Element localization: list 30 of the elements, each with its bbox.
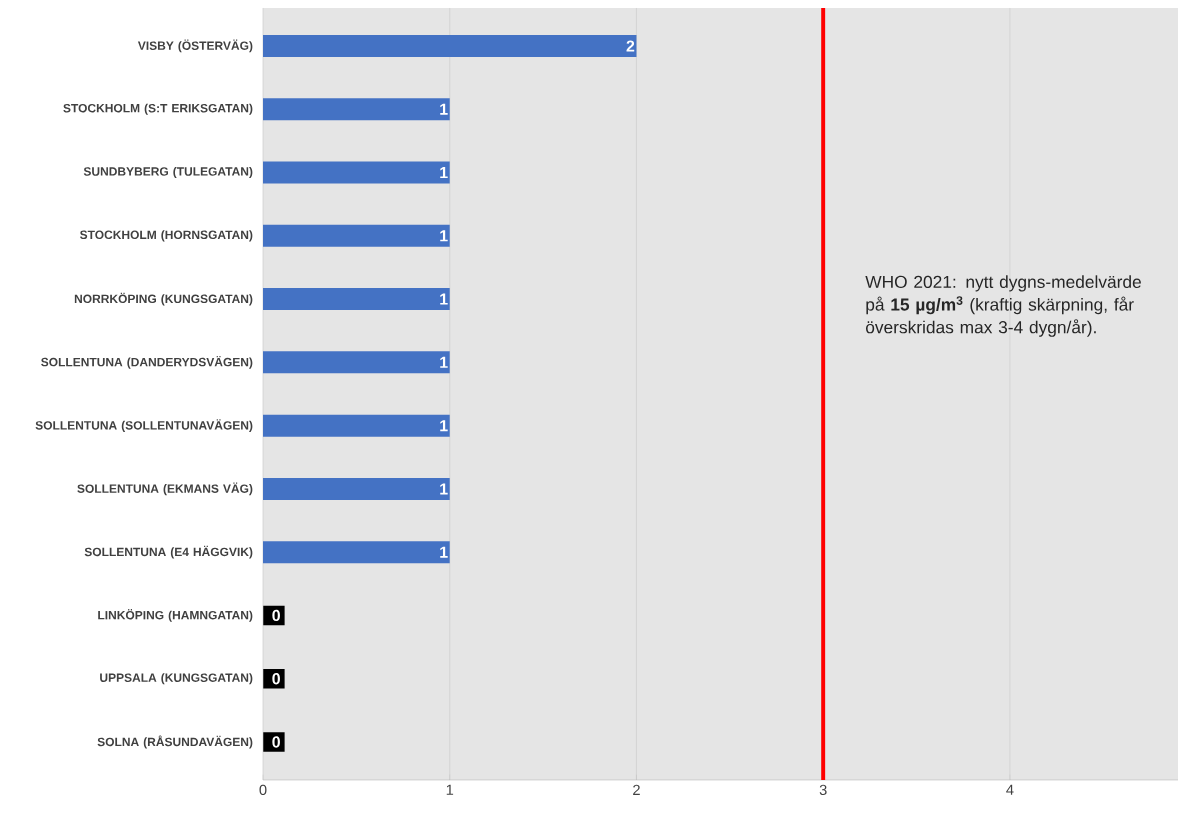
y-tick-label: SOLLENTUNA (EKMANS VÄG)	[77, 482, 253, 496]
y-tick-label: LINKÖPING (HAMNGATAN)	[98, 609, 253, 622]
data-label: 0	[272, 736, 280, 748]
data-label: 1	[440, 103, 448, 115]
data-label: 1	[440, 230, 448, 242]
y-tick-label: SOLNA (RÅSUNDAVÄGEN)	[97, 735, 253, 749]
x-tick-label: 2	[633, 784, 640, 795]
y-tick-label: SUNDBYBERG (TULEGATAN)	[83, 166, 253, 179]
x-tick-label: 3	[819, 784, 827, 796]
x-tick-label: 4	[1006, 784, 1014, 795]
data-label: 1	[440, 356, 448, 368]
text: WHO 2021: nytt dygns-medelvärde på 15 µg/m$^{3}$ (kraftig skärpning, får överskridas max 3-4 dygn/år).	[865, 275, 1141, 337]
y-tick-label: SOLLENTUNA (SOLLENTUNAVÄGEN)	[35, 419, 253, 432]
y-tick-label: SOLLENTUNA (DANDERYDSVÄGEN)	[41, 355, 253, 369]
x-tick-label: 0	[259, 784, 267, 796]
y-tick-label: SOLLENTUNA (E4 HÄGGVIK)	[84, 545, 253, 559]
data-label: 1	[440, 293, 448, 305]
data-label: 0	[272, 609, 280, 622]
data-label: 1	[440, 167, 448, 179]
y-tick-label: STOCKHOLM (S:T ERIKSGATAN)	[63, 103, 253, 115]
data-label: 2	[626, 40, 635, 52]
y-tick-label: NORRKÖPING (KUNGSGATAN)	[74, 292, 253, 306]
data-label: 1	[440, 420, 448, 432]
y-tick-label: STOCKHOLM (HORNSGATAN)	[79, 230, 253, 242]
y-tick-label: UPPSALA (KUNGSGATAN)	[100, 673, 253, 685]
data-label: 0	[272, 673, 280, 685]
data-label: 1	[440, 483, 448, 495]
y-tick-label: VISBY (ÖSTERVÄG)	[137, 39, 253, 53]
x-tick-label: 1	[446, 784, 454, 795]
data-label: 1	[440, 546, 448, 558]
